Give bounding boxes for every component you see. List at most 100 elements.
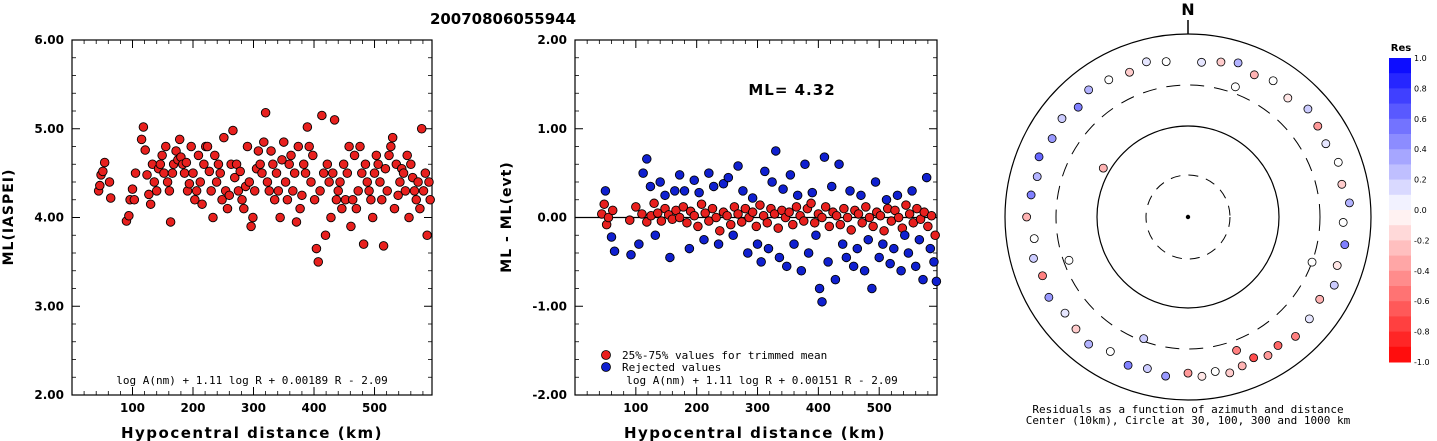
colorbar-cell	[1389, 301, 1411, 317]
data-point	[422, 230, 432, 240]
data-point	[342, 168, 353, 178]
colorbar-tick-label: -0.6	[1414, 297, 1430, 306]
rejected-data-point	[881, 194, 892, 205]
data-point	[105, 193, 116, 203]
station-point	[1197, 57, 1206, 67]
rejected-data-point	[800, 159, 810, 169]
rejected-data-point	[733, 161, 743, 171]
residual-panel: -2.00 -1.00 0.00 1.00 2.00 100 200 300 400 500 M…	[499, 33, 942, 441]
data-point	[324, 177, 334, 187]
rejected-data-point	[743, 248, 753, 258]
x-tick-label: 500	[867, 401, 892, 415]
x-tick-label: 400	[806, 401, 831, 415]
station-point	[1216, 57, 1226, 67]
data-point	[304, 141, 314, 152]
data-point	[809, 218, 820, 228]
rejected-data-point	[921, 172, 932, 183]
data-point	[215, 168, 225, 178]
data-point	[375, 177, 385, 187]
x-tick-label: 400	[301, 401, 326, 415]
data-point	[674, 212, 685, 223]
data-point	[373, 159, 383, 169]
ml-axis-ticks	[72, 39, 432, 396]
rejected-data-point	[910, 261, 921, 272]
station-point	[1038, 271, 1047, 281]
station-point	[1340, 240, 1350, 250]
colorbar-tick-label: -0.4	[1414, 267, 1430, 276]
station-point	[1249, 70, 1259, 80]
data-point	[369, 168, 380, 178]
data-point	[736, 217, 747, 227]
data-point	[248, 212, 258, 223]
station-point	[1333, 157, 1343, 167]
data-point	[402, 150, 412, 161]
data-point	[257, 168, 267, 178]
data-point	[415, 203, 425, 214]
data-point	[371, 150, 382, 161]
data-point	[164, 186, 175, 196]
data-point	[420, 168, 431, 178]
data-point	[104, 177, 115, 187]
data-point	[386, 141, 396, 152]
data-point	[298, 159, 309, 169]
data-point	[162, 177, 173, 187]
data-point	[839, 203, 849, 214]
colorbar-cell	[1389, 255, 1411, 272]
data-point	[136, 134, 147, 145]
dashed-ring-300km	[1055, 84, 1321, 350]
data-point	[255, 159, 265, 169]
data-point	[722, 210, 732, 221]
data-point	[95, 180, 105, 191]
data-point	[607, 205, 618, 216]
data-point	[124, 210, 134, 221]
rejected-data-point	[699, 234, 709, 245]
data-point	[328, 168, 338, 178]
rejected-data-point	[645, 181, 656, 192]
ml-panel: 2.00 3.00 4.00 5.00 6.00 100 200 300 400 500 log…	[1, 33, 435, 441]
data-point	[174, 134, 185, 145]
ml-y-axis-label: ML(IASPEI)	[1, 169, 17, 266]
rejected-data-point	[841, 252, 852, 263]
colorbar-cell	[1389, 240, 1411, 257]
data-point	[751, 221, 762, 232]
data-point	[700, 208, 710, 218]
residual-formula: log A(nm) + 1.11 log R + 0.00151 R - 2.0…	[626, 374, 898, 387]
rejected-data-point	[823, 257, 833, 267]
station-point	[1291, 331, 1300, 341]
colorbar-cell	[1389, 103, 1411, 120]
data-point	[179, 168, 190, 178]
colorbar-cell	[1389, 194, 1411, 211]
rejected-data-point	[807, 187, 818, 198]
data-point	[138, 122, 149, 132]
station-point	[1104, 75, 1114, 85]
data-point	[707, 203, 718, 214]
legend-marker-rejected	[601, 362, 611, 372]
y-tick-label: 4.00	[34, 211, 64, 225]
data-point	[284, 159, 294, 169]
data-point	[275, 212, 285, 223]
rejected-data-point	[650, 230, 661, 240]
colorbar-cell	[1389, 286, 1411, 302]
data-point	[747, 207, 758, 217]
rejected-data-point	[679, 186, 690, 196]
data-point	[384, 150, 394, 161]
data-point	[130, 168, 141, 178]
colorbar-tick-label: 0.4	[1414, 145, 1427, 154]
data-point	[424, 177, 434, 187]
colorbar-cell	[1389, 164, 1411, 181]
data-point	[293, 141, 304, 152]
colorbar-tick-label: 0.8	[1414, 84, 1427, 93]
station-point	[1233, 58, 1243, 68]
data-point	[346, 221, 356, 232]
data-point	[382, 186, 392, 196]
data-point	[406, 159, 416, 169]
data-point	[326, 212, 336, 223]
data-point	[98, 166, 108, 177]
data-point	[306, 177, 316, 187]
data-point	[357, 168, 367, 178]
station-point	[1338, 218, 1348, 227]
data-point	[318, 168, 329, 178]
station-point	[1084, 85, 1094, 95]
x-tick-label: 100	[623, 401, 648, 415]
data-point	[317, 110, 327, 121]
